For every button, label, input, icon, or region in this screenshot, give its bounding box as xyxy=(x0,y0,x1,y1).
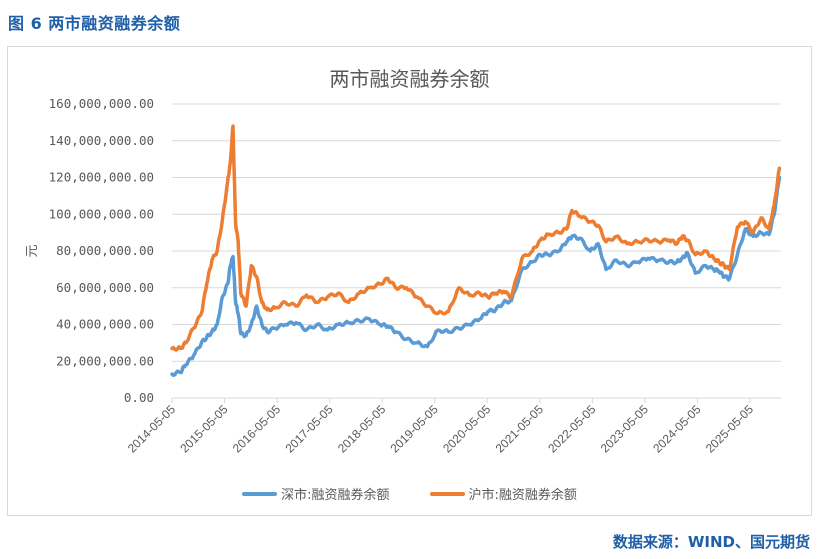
legend-label-shenzhen: 深市:融资融券余额 xyxy=(281,488,390,503)
y-axis-label: 元 xyxy=(25,244,40,257)
x-tick-label: 2022-05-05 xyxy=(545,402,599,456)
x-tick-label: 2019-05-05 xyxy=(388,402,442,456)
x-tick-label: 2020-05-05 xyxy=(440,402,494,456)
y-tick-label: 60,000,000.00 xyxy=(56,280,154,295)
series-line-shenzhen xyxy=(170,175,782,378)
legend-label-shanghai: 沪市:融资融券余额 xyxy=(468,488,577,503)
x-tick-label: 2014-05-05 xyxy=(125,402,179,456)
y-tick-label: 40,000,000.00 xyxy=(56,317,154,332)
legend-item-shanghai[interactable]: 沪市:融资融券余额 xyxy=(429,484,577,503)
legend-swatch-shenzhen-icon xyxy=(242,491,278,496)
y-tick-label: 20,000,000.00 xyxy=(56,353,154,368)
chart-title: 两市融资融券余额 xyxy=(329,67,490,91)
y-tick-label: 100,000,000.00 xyxy=(49,206,154,221)
plot-area: 0.00 20,000,000.00 40,000,000.00 60,000,000… xyxy=(25,96,782,456)
series-line-shanghai xyxy=(170,124,782,352)
x-tick-label: 2016-05-05 xyxy=(230,402,284,456)
x-tick-label: 2024-05-05 xyxy=(650,402,704,456)
x-tick-label: 2018-05-05 xyxy=(335,402,389,456)
data-source-note: 数据来源：WIND、国元期货 xyxy=(612,533,810,551)
y-tick-label: 120,000,000.00 xyxy=(49,170,154,185)
x-tick-label: 2017-05-05 xyxy=(282,402,336,456)
x-tick-label: 2015-05-05 xyxy=(177,402,231,456)
legend: 深市:融资融券余额 沪市:融资融券余额 xyxy=(8,484,811,503)
x-tick-label: 2025-05-05 xyxy=(703,402,757,456)
y-tick-label: 0.00 xyxy=(124,390,154,405)
y-tick-label: 80,000,000.00 xyxy=(56,243,154,258)
chart-container: 两市融资融券余额 0.00 20,000,000.00 40,000,000.00 6… xyxy=(7,46,812,516)
x-tick-label: 2021-05-05 xyxy=(493,402,547,456)
legend-item-shenzhen[interactable]: 深市:融资融券余额 xyxy=(242,484,390,503)
y-tick-label: 140,000,000.00 xyxy=(49,133,154,148)
x-tick-label: 2023-05-05 xyxy=(598,402,652,456)
legend-swatch-shanghai-icon xyxy=(429,491,465,496)
figure-caption: 图 6 两市融资融券余额 xyxy=(8,14,181,33)
y-tick-label: 160,000,000.00 xyxy=(49,96,154,111)
